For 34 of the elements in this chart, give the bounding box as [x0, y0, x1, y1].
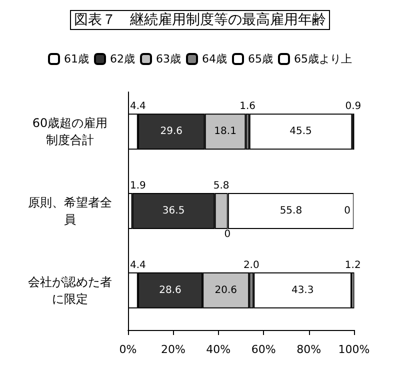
data-label: 36.5 — [162, 206, 185, 216]
legend-label: 64歳 — [202, 52, 227, 66]
data-label: 1.6 — [240, 101, 256, 112]
data-label: 0.9 — [345, 101, 362, 112]
data-label: 18.1 — [214, 126, 236, 138]
x-tick-label: 100% — [338, 343, 370, 356]
data-label: 5.8 — [213, 180, 230, 192]
data-label: 0 — [344, 206, 350, 216]
x-tick-label: 60% — [251, 343, 276, 356]
data-label: 45.5 — [290, 126, 312, 138]
y-tick-label: 60歳超の雇用制度合計 — [32, 116, 108, 148]
legend-label: 65歳 — [248, 52, 273, 66]
x-tick-label: 20% — [160, 343, 186, 356]
legend-label: 61歳 — [64, 52, 90, 66]
data-label: 28.6 — [159, 284, 182, 296]
x-tick-label: 80% — [296, 343, 322, 356]
chart-title: 図表７ 継続雇用制度等の最高雇用年齢 — [74, 12, 326, 28]
data-label: 4.4 — [130, 101, 146, 112]
data-label: 29.6 — [160, 126, 183, 138]
data-label: 4.4 — [130, 260, 146, 271]
legend-label: 63歳 — [156, 52, 182, 66]
x-tick-label: 40% — [206, 343, 231, 356]
legend-label: 62歳 — [110, 52, 136, 66]
data-label: 0 — [224, 229, 231, 240]
data-label: 55.8 — [280, 206, 302, 216]
data-label: 20.6 — [214, 284, 237, 296]
data-label: 2.0 — [243, 260, 260, 271]
legend-label: 65歳より上 — [294, 52, 352, 66]
y-tick-label: 会社が認めた者に限定 — [28, 274, 112, 306]
y-tick-label: 原則、希望者全員 — [28, 196, 112, 226]
x-tick-label: 0% — [119, 343, 137, 356]
data-label: 43.3 — [291, 284, 314, 296]
data-label: 1.9 — [130, 180, 146, 192]
data-label: 1.2 — [344, 260, 361, 271]
